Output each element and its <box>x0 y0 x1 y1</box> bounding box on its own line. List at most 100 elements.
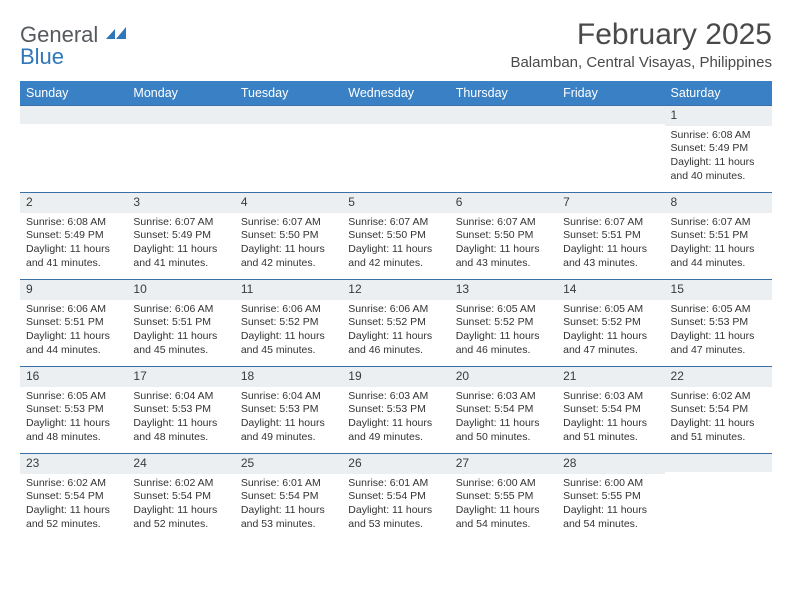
day-cell: 16Sunrise: 6:05 AMSunset: 5:53 PMDayligh… <box>20 367 127 453</box>
day-body: Sunrise: 6:07 AMSunset: 5:50 PMDaylight:… <box>450 216 557 271</box>
day-cell <box>557 106 664 192</box>
day-cell: 25 Sunrise: 6:01 AMSunset: 5:54 PMDayligh… <box>235 454 342 540</box>
day-cell: 22Sunrise: 6:02 AMSunset: 5:54 PMDayligh… <box>665 367 772 453</box>
day-body: Sunrise: 6:01 AMSunset: 5:54 PMDaylight:… <box>342 477 449 532</box>
calendar-page: General Blue February 2025 Balamban, Cen… <box>0 0 792 540</box>
day-body: Sunrise: 6:03 AMSunset: 5:54 PMDaylight:… <box>557 390 664 445</box>
day-line-dl1: Daylight: 11 hours <box>241 243 336 257</box>
day-line-dl1: Daylight: 11 hours <box>241 504 336 518</box>
day-cell: 2Sunrise: 6:08 AMSunset: 5:49 PMDaylight… <box>20 193 127 279</box>
day-line-sr: Sunrise: 6:01 AM <box>348 477 443 491</box>
day-line-dl1: Daylight: 11 hours <box>26 243 121 257</box>
weekday-tuesday: Tuesday <box>235 81 342 105</box>
day-body: Sunrise: 6:08 AMSunset: 5:49 PMDaylight:… <box>20 216 127 271</box>
day-number: 27 <box>450 454 557 474</box>
day-number: 10 <box>127 280 234 300</box>
day-line-dl2: and 41 minutes. <box>133 257 228 271</box>
day-line-sr: Sunrise: 6:05 AM <box>671 303 766 317</box>
week-row: 9Sunrise: 6:06 AMSunset: 5:51 PMDaylight… <box>20 279 772 366</box>
day-line-dl1: Daylight: 11 hours <box>563 330 658 344</box>
day-cell: 18 Sunrise: 6:04 AMSunset: 5:53 PMDayligh… <box>235 367 342 453</box>
day-number: 12 <box>342 280 449 300</box>
day-line-ss: Sunset: 5:50 PM <box>348 229 443 243</box>
day-line-dl2: and 42 minutes. <box>241 257 336 271</box>
day-number <box>20 106 127 124</box>
day-line-ss: Sunset: 5:52 PM <box>563 316 658 330</box>
day-cell <box>235 106 342 192</box>
day-number: 9 <box>20 280 127 300</box>
day-line-sr: Sunrise: 6:07 AM <box>241 216 336 230</box>
day-body: Sunrise: 6:05 AMSunset: 5:53 PMDaylight:… <box>665 303 772 358</box>
day-body: Sunrise: 6:02 AMSunset: 5:54 PMDaylight:… <box>665 390 772 445</box>
day-line-ss: Sunset: 5:52 PM <box>456 316 551 330</box>
day-body: Sunrise: 6:01 AMSunset: 5:54 PMDaylight:… <box>235 477 342 532</box>
day-line-ss: Sunset: 5:53 PM <box>671 316 766 330</box>
day-number: 7 <box>557 193 664 213</box>
day-cell: 6Sunrise: 6:07 AMSunset: 5:50 PMDaylight… <box>450 193 557 279</box>
day-line-dl1: Daylight: 11 hours <box>671 330 766 344</box>
week-row: 23Sunrise: 6:02 AMSunset: 5:54 PMDayligh… <box>20 453 772 540</box>
day-line-ss: Sunset: 5:55 PM <box>456 490 551 504</box>
day-line-dl2: and 41 minutes. <box>26 257 121 271</box>
day-line-ss: Sunset: 5:54 PM <box>456 403 551 417</box>
day-line-dl1: Daylight: 11 hours <box>348 330 443 344</box>
day-line-dl2: and 52 minutes. <box>133 518 228 532</box>
day-number: 19 <box>342 367 449 387</box>
logo-flag-icon <box>106 22 126 47</box>
day-line-dl2: and 42 minutes. <box>348 257 443 271</box>
weekday-monday: Monday <box>127 81 234 105</box>
day-line-dl2: and 47 minutes. <box>671 344 766 358</box>
day-line-dl2: and 53 minutes. <box>348 518 443 532</box>
day-line-dl1: Daylight: 11 hours <box>26 504 121 518</box>
day-line-sr: Sunrise: 6:03 AM <box>563 390 658 404</box>
day-cell: 19 Sunrise: 6:03 AMSunset: 5:53 PMDayligh… <box>342 367 449 453</box>
day-cell <box>127 106 234 192</box>
day-line-sr: Sunrise: 6:08 AM <box>26 216 121 230</box>
day-line-dl2: and 47 minutes. <box>563 344 658 358</box>
day-line-dl1: Daylight: 11 hours <box>671 417 766 431</box>
day-line-dl2: and 51 minutes. <box>563 431 658 445</box>
day-line-sr: Sunrise: 6:05 AM <box>26 390 121 404</box>
day-line-sr: Sunrise: 6:08 AM <box>671 129 766 143</box>
day-line-ss: Sunset: 5:50 PM <box>241 229 336 243</box>
calendar-grid: Sunday Monday Tuesday Wednesday Thursday… <box>20 81 772 540</box>
day-cell: 7Sunrise: 6:07 AMSunset: 5:51 PMDaylight… <box>557 193 664 279</box>
week-row: 2Sunrise: 6:08 AMSunset: 5:49 PMDaylight… <box>20 192 772 279</box>
day-body: Sunrise: 6:07 AMSunset: 5:51 PMDaylight:… <box>665 216 772 271</box>
day-cell: 8Sunrise: 6:07 AMSunset: 5:51 PMDaylight… <box>665 193 772 279</box>
day-line-dl1: Daylight: 11 hours <box>671 156 766 170</box>
day-number: 18 <box>235 367 342 387</box>
day-cell: 26 Sunrise: 6:01 AMSunset: 5:54 PMDayligh… <box>342 454 449 540</box>
day-line-ss: Sunset: 5:54 PM <box>348 490 443 504</box>
day-body: Sunrise: 6:05 AMSunset: 5:52 PMDaylight:… <box>557 303 664 358</box>
day-line-dl1: Daylight: 11 hours <box>563 417 658 431</box>
weekday-wednesday: Wednesday <box>342 81 449 105</box>
day-number: 25 <box>235 454 342 474</box>
day-cell: 4Sunrise: 6:07 AMSunset: 5:50 PMDaylight… <box>235 193 342 279</box>
day-number: 5 <box>342 193 449 213</box>
day-line-dl1: Daylight: 11 hours <box>456 504 551 518</box>
day-number: 23 <box>20 454 127 474</box>
day-line-ss: Sunset: 5:51 PM <box>133 316 228 330</box>
day-body: Sunrise: 6:03 AMSunset: 5:53 PMDaylight:… <box>342 390 449 445</box>
day-line-sr: Sunrise: 6:06 AM <box>348 303 443 317</box>
day-line-sr: Sunrise: 6:03 AM <box>456 390 551 404</box>
day-cell: 27Sunrise: 6:00 AMSunset: 5:55 PMDayligh… <box>450 454 557 540</box>
day-cell: 12Sunrise: 6:06 AMSunset: 5:52 PMDayligh… <box>342 280 449 366</box>
day-cell <box>20 106 127 192</box>
day-line-sr: Sunrise: 6:07 AM <box>133 216 228 230</box>
day-line-dl2: and 43 minutes. <box>563 257 658 271</box>
day-body: Sunrise: 6:06 AMSunset: 5:51 PMDaylight:… <box>20 303 127 358</box>
day-cell: 28Sunrise: 6:00 AMSunset: 5:55 PMDayligh… <box>557 454 664 540</box>
day-number: 28 <box>557 454 664 474</box>
day-cell: 11Sunrise: 6:06 AMSunset: 5:52 PMDayligh… <box>235 280 342 366</box>
day-body: Sunrise: 6:05 AMSunset: 5:52 PMDaylight:… <box>450 303 557 358</box>
day-body: Sunrise: 6:04 AMSunset: 5:53 PMDaylight:… <box>235 390 342 445</box>
day-line-dl1: Daylight: 11 hours <box>456 243 551 257</box>
day-cell: 5Sunrise: 6:07 AMSunset: 5:50 PMDaylight… <box>342 193 449 279</box>
day-number: 26 <box>342 454 449 474</box>
day-line-dl2: and 51 minutes. <box>671 431 766 445</box>
weeks-container: 1Sunrise: 6:08 AMSunset: 5:49 PMDaylight… <box>20 105 772 540</box>
day-line-dl2: and 54 minutes. <box>563 518 658 532</box>
day-line-dl2: and 49 minutes. <box>348 431 443 445</box>
